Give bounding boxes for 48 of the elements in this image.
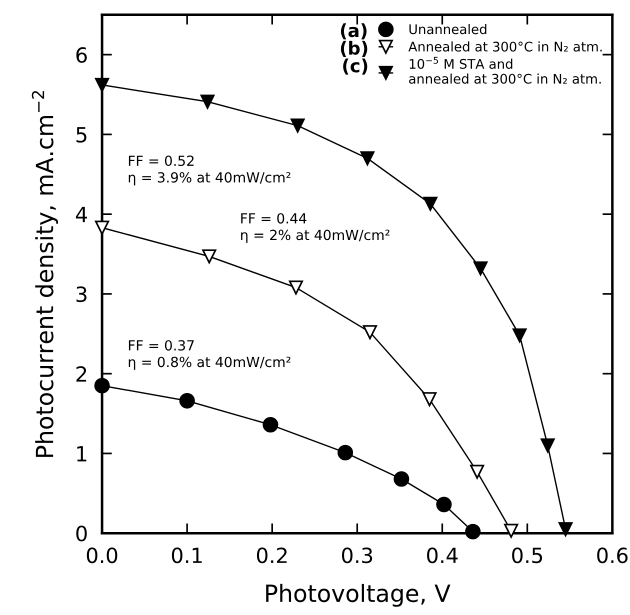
- point: [423, 196, 438, 211]
- annotation: FF = 0.44 η = 2% at 40mW/cm²: [241, 213, 390, 243]
- point: [465, 524, 481, 540]
- annotation: FF = 0.52 η = 3.9% at 40mW/cm²: [128, 156, 290, 186]
- point: [94, 78, 110, 92]
- point: [200, 94, 215, 109]
- y-tick-label: 4: [76, 206, 87, 222]
- annotation: FF = 0.37 η = 0.8% at 40mW/cm²: [128, 340, 290, 370]
- x-tick-label: 0.3: [342, 547, 372, 564]
- point: [540, 438, 555, 453]
- point: [360, 151, 374, 166]
- y-tick-label: 3: [76, 286, 86, 302]
- point: [473, 261, 488, 276]
- legend-label: Annealed at 300°C in N₂ atm.: [408, 41, 602, 52]
- annotation: (b): [340, 40, 368, 57]
- annotation: (c): [343, 58, 368, 75]
- legend-label: Unannealed: [409, 24, 486, 34]
- point: [338, 444, 354, 460]
- point: [94, 220, 110, 235]
- point: [436, 496, 452, 512]
- point: [394, 471, 410, 487]
- point: [512, 328, 527, 342]
- point: [504, 524, 518, 538]
- y-axis-title: Photocurrent density, mA.cm$^{−2}$: [32, 91, 58, 457]
- x-tick-label: 0.4: [427, 547, 458, 564]
- annotation: (a): [340, 23, 367, 40]
- point: [470, 464, 484, 479]
- x-tick-label: 0.1: [172, 547, 202, 564]
- y-tick-label: 0: [76, 526, 87, 542]
- legend-label: 10$^{−5}$ M STA and annealed at 300°C in N₂ atm.: [409, 56, 601, 84]
- point: [558, 522, 573, 536]
- point: [422, 392, 437, 406]
- point: [262, 416, 278, 433]
- point: [179, 393, 195, 409]
- point: [202, 249, 216, 264]
- x-tick-label: 0.0: [86, 547, 118, 564]
- y-tick-label: 6: [76, 47, 87, 63]
- point: [94, 378, 110, 394]
- y-tick-label: 5: [76, 127, 86, 143]
- x-tick-label: 0.2: [256, 547, 287, 564]
- x-tick-label: 0.6: [597, 547, 628, 564]
- y-tick-label: 2: [76, 366, 86, 382]
- x-axis-title: Photovoltage, V: [266, 584, 450, 607]
- point: [362, 325, 378, 340]
- x-tick-label: 0.5: [512, 547, 542, 564]
- point: [288, 280, 304, 295]
- point: [290, 118, 305, 133]
- y-tick-label: 1: [77, 446, 86, 462]
